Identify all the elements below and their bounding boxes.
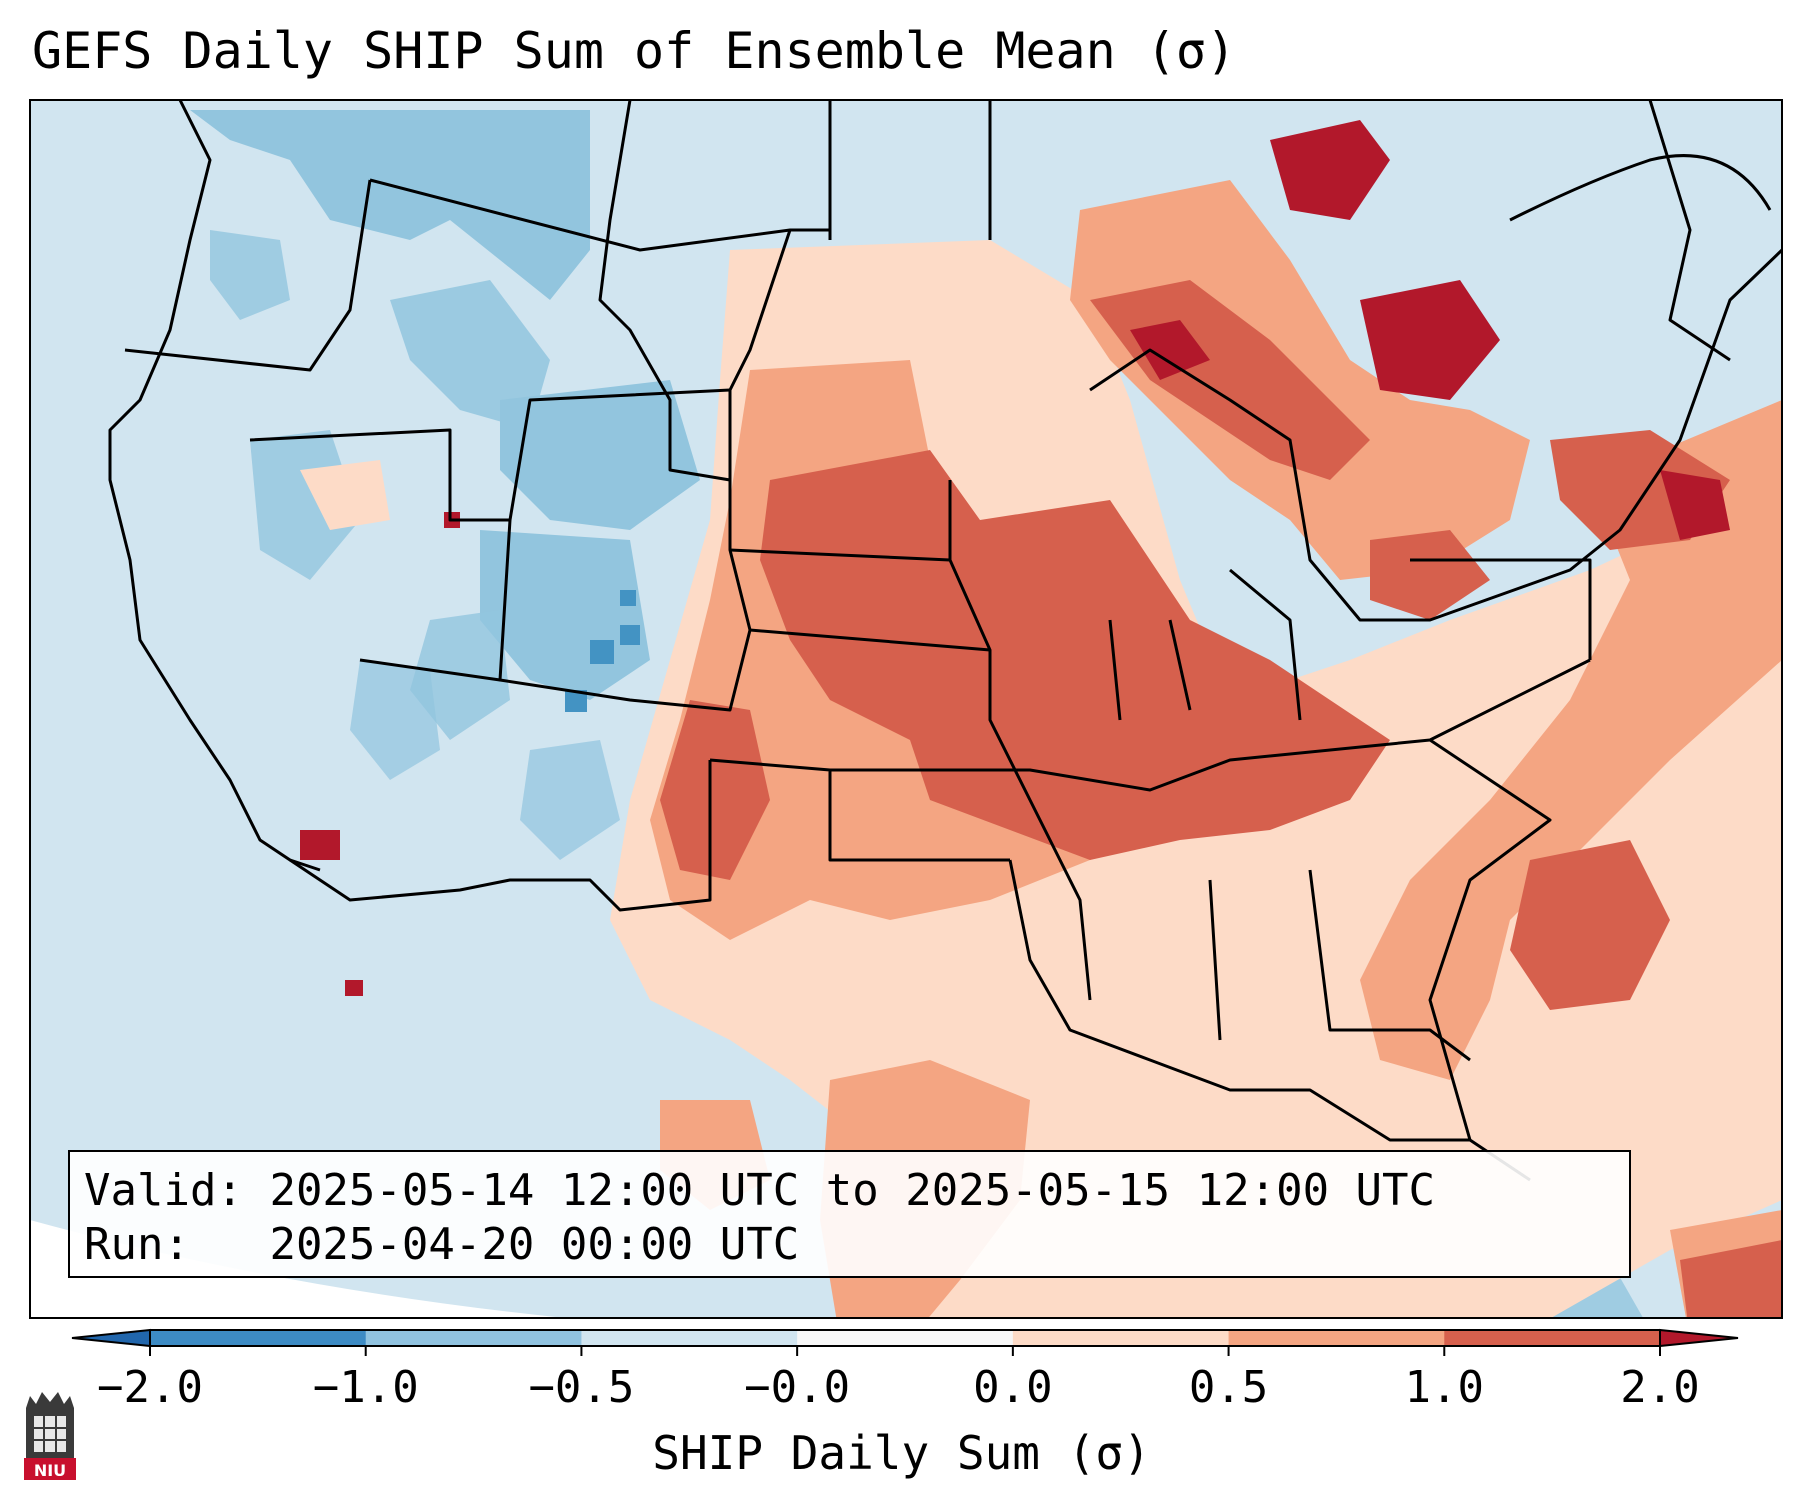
colorbar-segment — [150, 1330, 367, 1346]
strong-negative-spots — [565, 590, 640, 712]
valid-line: Valid: 2025-05-14 12:00 UTC to 2025-05-1… — [84, 1164, 1615, 1218]
run-label: Run: — [84, 1219, 190, 1270]
colorbar-segment — [797, 1330, 1014, 1346]
colorbar — [71, 1328, 1739, 1356]
colorbar-segment — [1228, 1330, 1445, 1346]
projection-edge — [30, 1220, 566, 1318]
colorbar-segments — [149, 1329, 1661, 1347]
colorbar-segment — [365, 1330, 582, 1346]
colorbar-extend-low — [71, 1328, 151, 1348]
run-line: Run: 2025-04-20 00:00 UTC — [84, 1218, 1615, 1272]
colorbar-label: SHIP Daily Sum (σ) — [652, 1426, 1151, 1480]
colorbar-tick-label: 1.0 — [1404, 1362, 1485, 1413]
colorbar-segment — [581, 1330, 798, 1346]
extreme-positive-spots — [300, 120, 1730, 996]
run-time: 2025-04-20 00:00 UTC — [269, 1219, 800, 1270]
colorbar-tick-label: 0.5 — [1188, 1362, 1269, 1413]
colorbar-segment — [1012, 1330, 1230, 1346]
political-boundaries — [108, 100, 1782, 1182]
valid-label: Valid: — [84, 1165, 243, 1216]
colorbar-segment — [1444, 1330, 1661, 1346]
colorbar-tick-label: 0.0 — [973, 1362, 1053, 1413]
colorbar-tick-label: −1.0 — [312, 1362, 419, 1413]
logo-text: NIU — [34, 1461, 66, 1480]
colorbar-tick-label: −0.5 — [528, 1362, 635, 1413]
map-panel[interactable] — [30, 100, 1782, 1318]
map-title: GEFS Daily SHIP Sum of Ensemble Mean (σ) — [32, 22, 1237, 80]
info-box: Valid: 2025-05-14 12:00 UTC to 2025-05-1… — [68, 1150, 1631, 1278]
niu-logo-icon: NIU — [24, 1392, 76, 1480]
colorbar-tick-label: −0.0 — [744, 1362, 851, 1413]
colorbar-ticks — [149, 1346, 1661, 1356]
strong-positive-regions — [660, 280, 1782, 1318]
colorbar-tick-label: −2.0 — [97, 1362, 203, 1413]
valid-range: 2025-05-14 12:00 UTC to 2025-05-15 12:00… — [269, 1165, 1436, 1216]
colorbar-extend-high — [1659, 1328, 1739, 1348]
map-svg — [30, 100, 1782, 1318]
colorbar-tick-label: 2.0 — [1620, 1362, 1700, 1413]
